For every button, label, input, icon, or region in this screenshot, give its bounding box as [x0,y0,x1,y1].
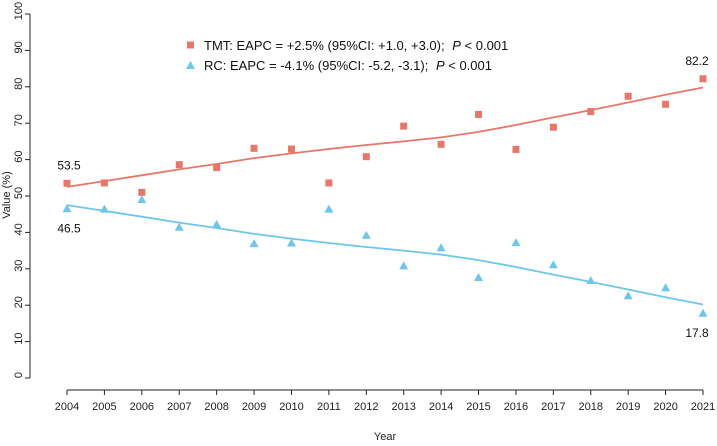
x-tick-label: 2007 [167,401,191,413]
x-tick-label: 2015 [466,401,490,413]
marker-rc [137,195,147,204]
marker-rc [661,283,671,292]
y-tick-label: 90 [13,41,25,53]
marker-rc [174,222,184,231]
x-axis-ticks: 2004 2005 2006 2007 2008 2009 2010 2011 2012 2013… [55,390,715,413]
marker-tmt [699,75,707,83]
legend-marker-rc [186,61,195,69]
y-tick-label: 0 [13,372,25,378]
legend-rc-p-label: P [436,58,445,73]
marker-rc [511,238,521,247]
x-tick-label: 2004 [55,401,79,413]
marker-rc [249,239,259,248]
marker-rc [286,238,296,247]
y-axis-ticks: 0 10 20 30 40 50 60 70 80 90 100 [13,2,30,379]
x-tick-label: 2020 [653,401,677,413]
data-markers [62,75,708,317]
legend-text-tmt: TMT: EAPC = +2.5% (95%CI: +1.0, +3.0); P… [204,38,508,53]
legend-marker-tmt [187,41,194,49]
legend-rc-eapc: RC: EAPC = -4.1% (95%CI: -5.2, -3.1); [204,58,428,73]
marker-tmt [512,145,520,153]
data-label: 17.8 [685,326,709,340]
marker-tmt [437,140,445,148]
x-tick-label: 2016 [504,401,528,413]
x-tick-label: 2005 [92,401,116,413]
marker-rc [62,204,72,213]
legend-tmt-p-label: P [452,38,461,53]
y-tick-label: 100 [13,2,25,20]
marker-tmt [475,110,483,118]
legend-tmt-eapc: TMT: EAPC = +2.5% (95%CI: +1.0, +3.0); [204,38,445,53]
x-axis-title: Year [374,431,397,443]
trend-line-rc [66,204,704,306]
marker-rc [474,273,484,282]
marker-rc [99,204,109,213]
x-tick-label: 2018 [579,401,603,413]
legend: TMT: EAPC = +2.5% (95%CI: +1.0, +3.0); P… [186,38,508,73]
trend-line-tmt [66,86,704,188]
data-label: 82.2 [685,54,709,68]
marker-tmt [287,145,295,153]
marker-tmt [138,188,146,196]
marker-tmt [624,92,632,100]
x-tick-label: 2008 [204,401,228,413]
y-tick-label: 80 [13,78,25,90]
y-tick-label: 40 [13,223,25,235]
y-tick-label: 70 [13,114,25,126]
x-tick-label: 2014 [429,401,453,413]
marker-rc [586,275,596,284]
marker-tmt [549,123,557,131]
marker-rc [399,261,409,270]
y-tick-label: 60 [13,150,25,162]
marker-tmt [662,100,670,108]
marker-tmt [325,179,333,187]
marker-rc [212,219,222,228]
marker-tmt [250,144,258,152]
marker-tmt [362,153,370,161]
x-tick-label: 2011 [317,401,341,413]
x-tick-label: 2006 [130,401,154,413]
marker-rc [324,204,334,213]
marker-tmt [400,122,408,130]
marker-tmt [175,161,183,169]
x-tick-label: 2017 [541,401,565,413]
trend-lines [66,86,704,306]
marker-rc [698,308,708,317]
data-label: 46.5 [57,222,81,236]
x-tick-label: 2012 [354,401,378,413]
x-tick-label: 2009 [242,401,266,413]
y-tick-label: 20 [13,296,25,308]
x-tick-label: 2021 [691,401,715,413]
y-tick-label: 50 [13,187,25,199]
marker-rc [623,291,633,300]
marker-tmt [63,179,71,187]
marker-rc [436,243,446,252]
y-tick-label: 10 [13,332,25,344]
marker-tmt [100,179,108,187]
marker-rc [361,230,371,239]
y-axis-title: Value (%) [1,171,13,218]
marker-rc [548,260,558,269]
legend-tmt-p-value: < 0.001 [461,38,508,53]
marker-tmt [587,108,595,116]
x-tick-label: 2010 [279,401,303,413]
legend-text-rc: RC: EAPC = -4.1% (95%CI: -5.2, -3.1); P … [204,58,492,73]
x-tick-label: 2019 [616,401,640,413]
data-labels: 53.5 46.5 82.2 17.8 [57,54,709,340]
y-tick-label: 30 [13,260,25,272]
x-tick-label: 2013 [391,401,415,413]
data-label: 53.5 [57,158,81,172]
legend-rc-p-value: < 0.001 [445,58,492,73]
marker-tmt [213,164,221,172]
